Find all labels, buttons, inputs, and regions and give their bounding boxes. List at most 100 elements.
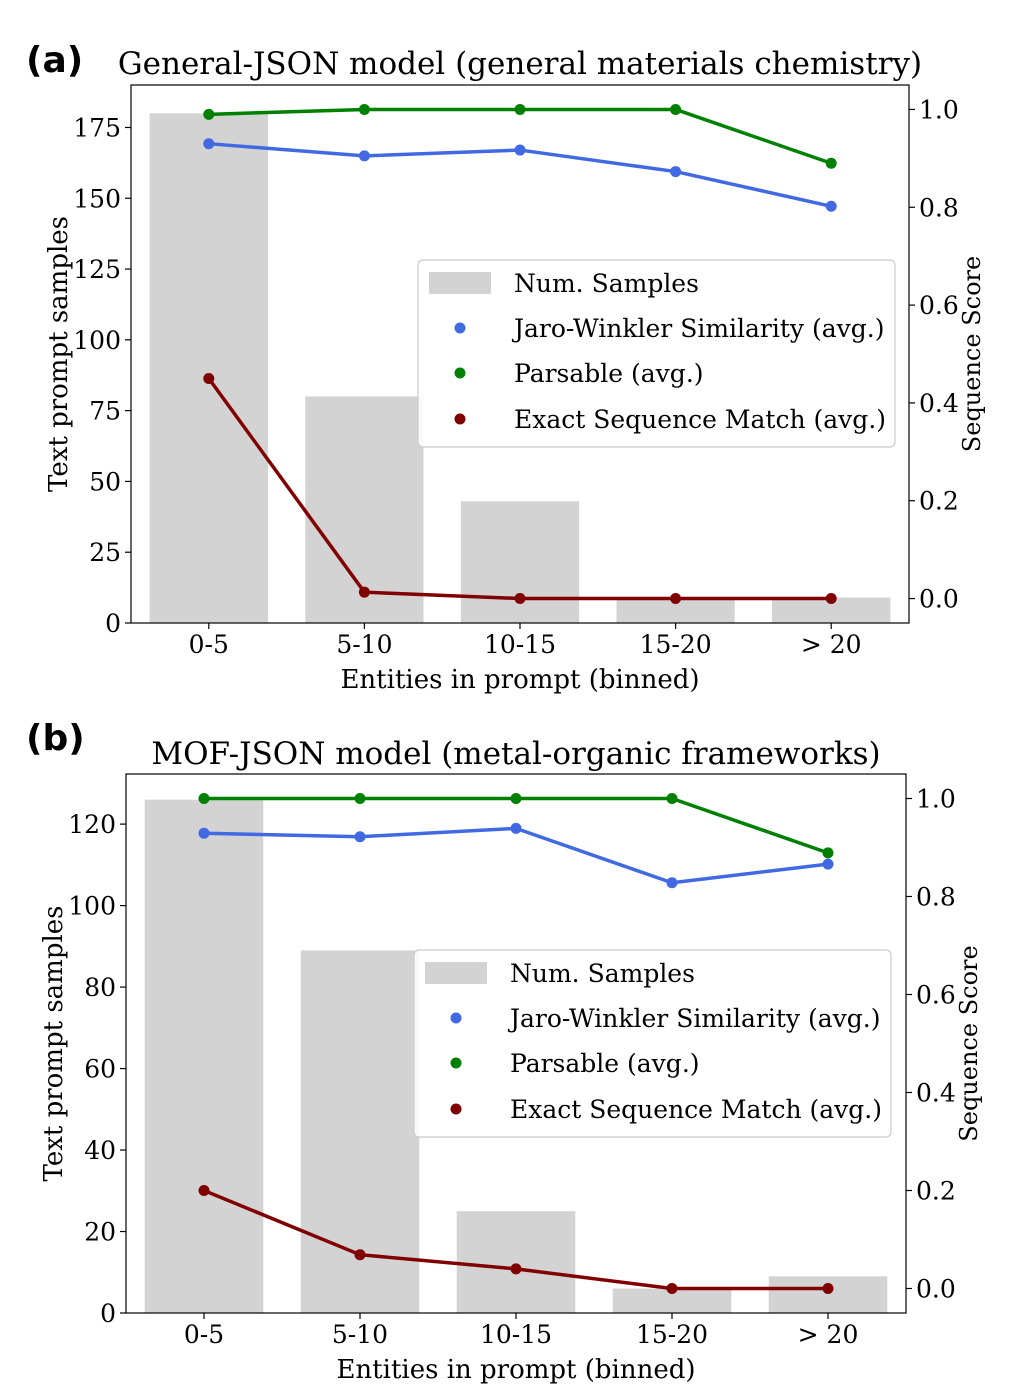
line-series-2 [198, 793, 834, 859]
right-y-axis: 0.0 0.2 0.4 0.6 0.8 1.0 [906, 785, 956, 1304]
y2-tick-label: 0.8 [916, 883, 956, 912]
chart-title: MOF-JSON model (metal-organic frameworks… [151, 736, 880, 772]
y2-tick-label: 0.2 [916, 1177, 956, 1206]
legend-box [417, 259, 896, 448]
y2-tick-label: 1.0 [919, 95, 959, 124]
x-tick-label: 0-5 [184, 1320, 224, 1349]
data-point [670, 166, 682, 178]
data-point [822, 858, 834, 870]
bar-series [149, 113, 891, 623]
y2-tick-label: 0.4 [916, 1079, 956, 1108]
y2-axis-label: Sequence Score [958, 256, 986, 452]
data-point [354, 1249, 366, 1261]
y2-tick-label: 0.8 [919, 193, 959, 222]
legend-box [413, 949, 892, 1138]
bar-series [144, 799, 888, 1313]
y-tick-label: 75 [89, 397, 121, 426]
y-axis-label: Text prompt samples [44, 216, 74, 492]
line-series-1 [198, 822, 834, 889]
legend-label: Exact Sequence Match (avg.) [514, 405, 886, 434]
x-tick-label: 5-10 [336, 630, 392, 659]
y-tick-label: 25 [89, 538, 121, 567]
data-point [198, 793, 210, 804]
data-point [822, 1283, 834, 1294]
x-axis-label: Entities in prompt (binned) [336, 1355, 695, 1385]
x-axis-label: Entities in prompt (binned) [340, 665, 699, 695]
y-tick-label: 60 [84, 1055, 116, 1084]
bar-0-5 [144, 799, 264, 1313]
x-tick-label: 10-15 [480, 1320, 552, 1349]
line-series-1 [203, 138, 837, 212]
x-tick-label: > 20 [798, 1320, 859, 1349]
data-point [670, 593, 682, 605]
left-y-axis: 0 25 50 75 100 125 150 175 [73, 113, 131, 638]
legend-label: Parsable (avg.) [510, 1049, 700, 1078]
data-point [514, 593, 526, 605]
legend: Num. Samples Jaro-Winkler Similarity (avg… [417, 259, 896, 448]
legend-marker [450, 1057, 462, 1069]
right-y-axis: 0.0 0.2 0.4 0.6 0.8 1.0 [909, 95, 959, 614]
chart-title: General-JSON model (general materials ch… [118, 46, 922, 82]
bar--20 [768, 1276, 888, 1313]
y-tick-label: 100 [68, 892, 116, 921]
data-point [825, 593, 837, 605]
x-tick-label: 0-5 [189, 630, 229, 659]
data-point [510, 793, 522, 804]
legend: Num. Samples Jaro-Winkler Similarity (avg… [413, 949, 892, 1138]
data-point [198, 1185, 210, 1196]
data-point [514, 144, 526, 156]
data-point [198, 827, 210, 839]
line-series-2 [203, 103, 837, 169]
panel-label: (b) [26, 718, 85, 759]
left-y-axis: 0 20 40 60 80 100 120 [68, 810, 126, 1328]
x-axis: 0-5 5-10 10-15 15-20 > 20 [184, 1313, 858, 1349]
line-series-3 [198, 1185, 834, 1294]
bar-0-5 [149, 113, 268, 623]
legend-label: Jaro-Winkler Similarity (avg.) [511, 314, 884, 343]
legend-marker [450, 1012, 462, 1024]
legend-marker [450, 1103, 462, 1115]
x-axis: 0-5 5-10 10-15 15-20 > 20 [189, 623, 862, 659]
x-tick-label: > 20 [801, 630, 862, 659]
y-tick-label: 0 [105, 609, 121, 638]
y2-tick-label: 0.6 [916, 981, 956, 1010]
data-point [825, 157, 837, 169]
data-point [354, 793, 366, 804]
y-tick-label: 100 [73, 326, 121, 355]
y-tick-label: 20 [84, 1218, 116, 1247]
data-point [203, 372, 215, 384]
data-point [666, 877, 678, 889]
x-tick-label: 5-10 [332, 1320, 388, 1349]
data-point [666, 793, 678, 804]
y-tick-label: 0 [100, 1299, 116, 1328]
data-point [358, 103, 370, 115]
panel-label: (a) [26, 40, 83, 81]
y-tick-label: 120 [68, 810, 116, 839]
legend-label: Exact Sequence Match (avg.) [510, 1095, 882, 1124]
legend-swatch-bars [429, 272, 491, 294]
line-series-3 [203, 372, 837, 605]
chart-panel-b: (b) MOF-JSON model (metal-organic framewo… [26, 718, 983, 1385]
series-line [203, 826, 829, 885]
y-axis-label: Text prompt samples [39, 905, 69, 1181]
data-point [203, 138, 215, 150]
data-point [825, 200, 837, 212]
bar-10-15 [460, 501, 580, 623]
y-tick-label: 50 [89, 467, 121, 496]
y-tick-label: 40 [84, 1136, 116, 1165]
legend-swatch-bars [425, 962, 487, 984]
legend-marker [454, 322, 466, 334]
data-point [822, 847, 834, 859]
y2-tick-label: 0.4 [919, 389, 959, 418]
legend-marker [454, 413, 466, 425]
legend-label: Jaro-Winkler Similarity (avg.) [507, 1004, 880, 1033]
x-tick-label: 10-15 [484, 630, 556, 659]
data-point [358, 586, 370, 598]
y2-tick-label: 0.2 [919, 487, 959, 516]
legend-label: Num. Samples [510, 959, 695, 988]
y2-axis-label: Sequence Score [955, 945, 983, 1141]
y2-tick-label: 0.0 [919, 585, 959, 614]
data-point [514, 103, 526, 115]
data-point [510, 1263, 522, 1275]
data-point [358, 150, 370, 162]
